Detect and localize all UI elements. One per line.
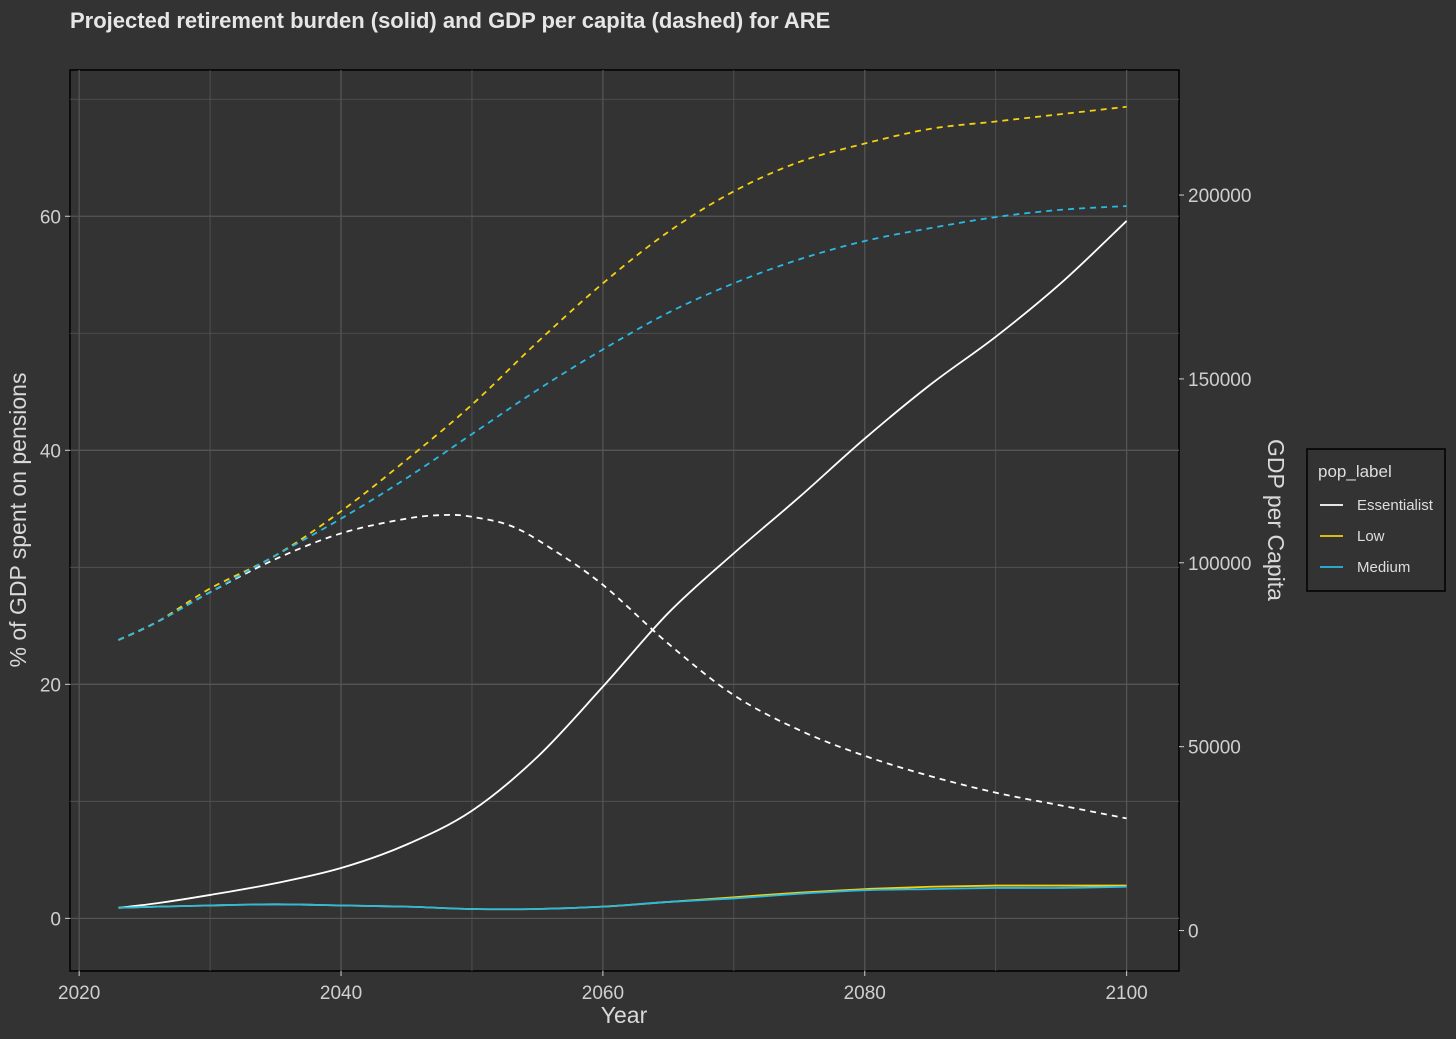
y-tick-label: 20 <box>40 675 61 696</box>
y-tick-label: 60 <box>40 207 61 228</box>
x-tick-label: 2080 <box>844 983 886 1004</box>
x-tick-label: 2020 <box>58 983 100 1004</box>
series-line-medium-gdp-dashed <box>118 205 1127 641</box>
y-tick-label: 40 <box>40 441 61 462</box>
legend: pop_label Essentialist Low Medium <box>1306 448 1446 592</box>
y2-tick-label: 0 <box>1188 922 1199 943</box>
y2-tick-label: 50000 <box>1188 738 1241 759</box>
legend-label-medium: Medium <box>1357 559 1410 576</box>
grid-layer <box>70 70 1179 971</box>
y-axis-ticks: 0 20 40 60 <box>40 207 70 930</box>
y2-tick-label: 100000 <box>1188 554 1251 575</box>
y-tick-label: 0 <box>50 909 61 930</box>
y2-axis-ticks: 0 50000 100000 150000 200000 <box>1179 186 1251 943</box>
y2-axis-label: GDP per Capita <box>1263 439 1289 601</box>
x-axis-label: Year <box>601 1002 648 1028</box>
legend-entries: Essentialist Low Medium <box>1320 497 1434 576</box>
series-line-medium-pension-solid <box>118 885 1127 911</box>
x-tick-label: 2100 <box>1105 983 1147 1004</box>
x-tick-label: 2040 <box>320 983 362 1004</box>
y2-tick-label: 150000 <box>1188 370 1251 391</box>
x-tick-label: 2060 <box>582 983 624 1004</box>
chart-title: Projected retirement burden (solid) and … <box>70 8 830 33</box>
series-line-essentialist-pension-solid <box>118 220 1128 909</box>
y2-tick-label: 200000 <box>1188 186 1251 207</box>
legend-label-low: Low <box>1357 528 1385 545</box>
x-axis-ticks: 2020 2040 2060 2080 2100 <box>58 971 1148 1004</box>
plot-panel <box>69 69 1180 972</box>
legend-label-essentialist: Essentialist <box>1357 497 1434 514</box>
series-line-essentialist-gdp-dashed <box>118 513 1127 820</box>
y-axis-label: % of GDP spent on pensions <box>5 373 31 668</box>
legend-title: pop_label <box>1318 462 1392 481</box>
series-layer <box>118 105 1128 911</box>
